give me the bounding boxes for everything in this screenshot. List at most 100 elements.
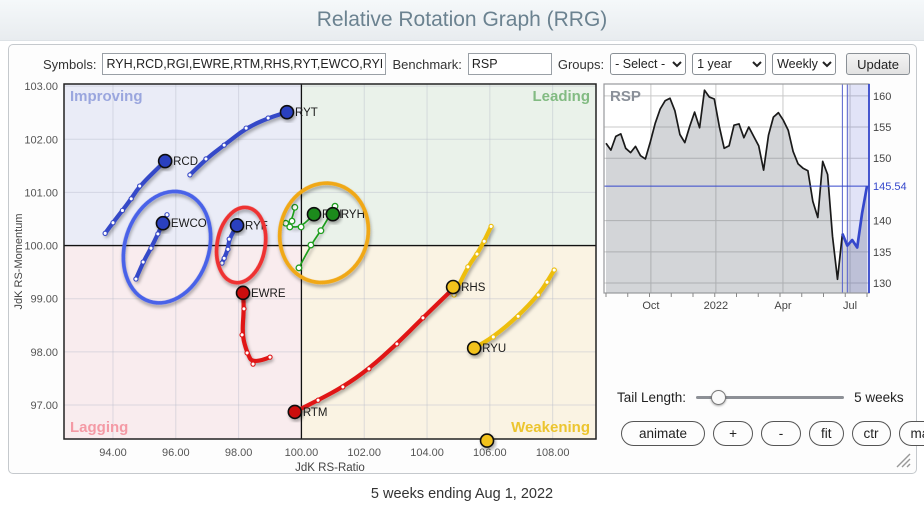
max-button[interactable]: max <box>898 421 924 446</box>
plot-border <box>63 83 597 440</box>
tail-line <box>472 267 557 351</box>
symbol-label-RYH: RYH <box>341 209 365 221</box>
tail-marker <box>474 251 480 257</box>
chart-buttons: animate + - fit ctr max <box>621 421 924 446</box>
bench-area <box>606 90 867 293</box>
quadrant-label-lagging: Lagging <box>70 419 128 436</box>
tail-marker <box>366 366 372 372</box>
tail-length-slider[interactable] <box>696 389 845 405</box>
tail-marker <box>243 125 249 131</box>
zoom-in-button[interactable]: + <box>713 421 754 446</box>
symbols-label: Symbols: <box>43 56 97 72</box>
dot-RYH[interactable] <box>325 206 341 222</box>
resize-handle-icon[interactable] <box>893 450 911 468</box>
y-axis-title: JdK RS-Momentum <box>13 214 25 310</box>
center-button[interactable]: ctr <box>851 421 891 446</box>
tail-marker <box>133 276 139 282</box>
tail-marker <box>250 361 256 367</box>
series-EWRE: EWRE <box>235 285 286 367</box>
symbol-label-RYT: RYT <box>295 107 318 119</box>
tail-marker <box>295 264 303 272</box>
frequency-select[interactable]: Weekly <box>772 53 837 75</box>
dot-EWCO[interactable] <box>155 215 171 231</box>
symbol-label-EWCO: EWCO <box>171 218 207 230</box>
tail-marker <box>286 223 294 231</box>
tail-line <box>240 290 273 364</box>
tail-marker <box>288 217 296 225</box>
x-tick-label: 106.00 <box>473 447 507 459</box>
x-tick-label: 98.00 <box>225 447 253 459</box>
bench-line <box>605 89 844 281</box>
period-select[interactable]: 1 year <box>692 53 767 75</box>
x-tick-label: 108.00 <box>536 447 570 459</box>
bench-bg <box>604 84 869 293</box>
tail-marker <box>265 115 271 121</box>
tail-marker <box>297 223 305 231</box>
benchmark-label: Benchmark: <box>392 56 462 72</box>
x-tick-label: 96.00 <box>162 447 190 459</box>
tail-length-value: 5 weeks <box>854 389 904 405</box>
dot-RCD[interactable] <box>157 153 173 169</box>
animate-button[interactable]: animate <box>621 421 706 446</box>
y-tick-label: 99.00 <box>30 294 58 306</box>
tail-marker <box>219 260 225 266</box>
groups-select[interactable]: - Select - <box>610 53 687 75</box>
tail-marker <box>203 156 209 162</box>
fit-button[interactable]: fit <box>809 421 844 446</box>
quadrant-label-weakening: Weakening <box>511 419 590 436</box>
tail-marker <box>221 255 227 261</box>
tail-marker <box>315 397 321 403</box>
bench-tail-line <box>841 185 869 249</box>
x-axis-title: JdK RS-Ratio <box>295 462 365 471</box>
x-tick-label: 100.00 <box>285 447 319 459</box>
quadrant-leading <box>301 84 596 246</box>
dot-RYF[interactable] <box>229 218 245 233</box>
dot-EWRE[interactable] <box>235 285 251 301</box>
rrg-chart: Improving Leading Lagging Weakening RCD RYT EW… <box>13 81 597 471</box>
series-RTM: RTM <box>287 289 453 420</box>
zoom-out-button[interactable]: - <box>761 421 802 446</box>
symbol-label-RTM: RTM <box>303 407 328 419</box>
ellipse-outline <box>214 205 268 285</box>
tail-marker <box>119 207 126 214</box>
bench-y-tick-label: 150 <box>873 153 891 165</box>
groups-label: Groups: <box>557 56 605 72</box>
dot-RYT[interactable] <box>279 104 295 120</box>
bench-y-tick-label: 140 <box>873 216 891 228</box>
x-tick-label: 94.00 <box>99 447 127 459</box>
series-RYT: RYT <box>187 104 318 178</box>
series-RCD: RCD <box>102 153 198 236</box>
tail-marker <box>148 245 154 251</box>
quadrant-weakening <box>301 245 596 439</box>
y-tick-label: 103.00 <box>24 81 58 93</box>
quadrant-lagging <box>64 245 302 439</box>
dot-RTM[interactable] <box>287 404 303 420</box>
symbol-label-EWRE: EWRE <box>251 288 286 300</box>
dot-unlabeled[interactable] <box>479 433 495 448</box>
tail-marker <box>317 227 325 235</box>
symbols-input[interactable] <box>102 53 387 75</box>
tail-marker <box>155 231 161 237</box>
tail-marker <box>515 313 521 319</box>
update-button[interactable]: Update <box>846 53 911 75</box>
ellipse-outline <box>277 181 371 285</box>
benchmark-chart: 130 135 140 150 155 160 145.54 Oct 2022 Apr Jul RSP <box>603 83 907 312</box>
dot-RYU[interactable] <box>466 340 482 356</box>
tail-marker <box>535 292 541 298</box>
page-title: Relative Rotation Graph (RRG) <box>316 8 608 31</box>
tail-marker <box>551 267 557 273</box>
title-bar: Relative Rotation Graph (RRG) <box>0 0 924 41</box>
tail-marker <box>544 279 550 285</box>
dot-RHS[interactable] <box>445 279 461 295</box>
y-tick-label: 102.00 <box>24 134 58 146</box>
dot-RGI[interactable] <box>306 206 322 222</box>
slider-handle[interactable] <box>711 390 727 405</box>
y-tick-label: 98.00 <box>30 347 58 359</box>
tail-marker <box>267 354 273 360</box>
series-RYU: RYU <box>466 267 557 356</box>
benchmark-input[interactable] <box>467 53 552 75</box>
tail-marker <box>164 212 170 218</box>
tail-marker <box>490 334 496 340</box>
tail-marker <box>140 259 146 265</box>
bench-x-tick-label: Jul <box>843 300 857 312</box>
